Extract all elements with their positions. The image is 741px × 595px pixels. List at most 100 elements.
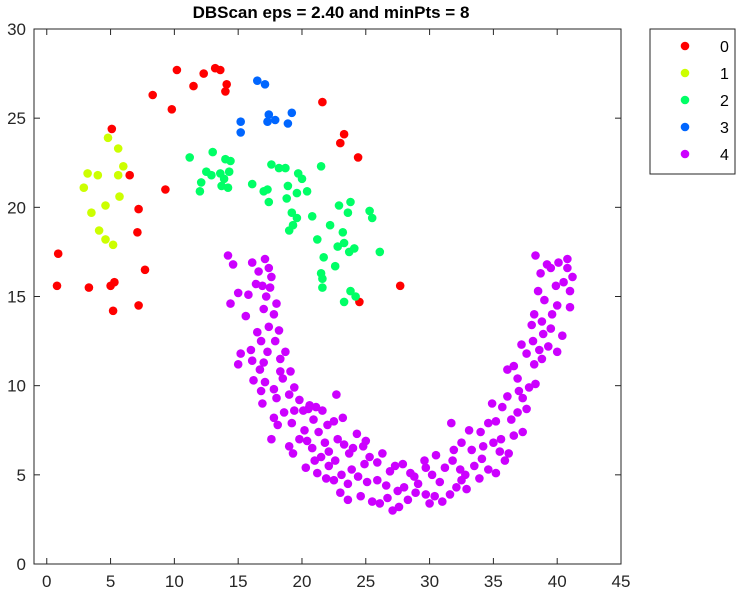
data-point xyxy=(324,461,334,471)
data-point xyxy=(339,297,349,307)
data-point xyxy=(498,402,507,412)
data-point xyxy=(286,367,295,376)
data-point xyxy=(103,133,113,143)
data-point xyxy=(452,483,461,492)
data-point xyxy=(547,310,557,319)
data-point xyxy=(440,463,450,473)
data-point xyxy=(563,263,572,273)
data-point xyxy=(323,420,332,430)
data-point xyxy=(343,208,353,217)
data-point xyxy=(425,499,434,508)
data-point xyxy=(189,81,198,91)
data-point xyxy=(79,183,89,192)
data-point xyxy=(269,384,279,394)
x-tick-label: 45 xyxy=(612,572,631,591)
data-point xyxy=(330,456,340,465)
data-point xyxy=(313,235,322,244)
data-point xyxy=(449,445,459,455)
data-point xyxy=(484,465,493,474)
data-point xyxy=(274,326,284,335)
data-point xyxy=(455,465,465,474)
data-point xyxy=(264,322,274,332)
data-point xyxy=(270,115,280,125)
data-point xyxy=(339,440,349,449)
y-tick-label: 15 xyxy=(7,288,26,307)
data-point xyxy=(319,252,329,262)
data-point xyxy=(276,354,285,364)
data-point xyxy=(295,395,304,405)
data-point xyxy=(333,434,343,444)
data-point xyxy=(496,434,506,444)
data-point xyxy=(513,374,522,383)
legend-marker xyxy=(680,95,690,105)
x-tick-label: 40 xyxy=(548,572,567,591)
data-point xyxy=(282,194,292,203)
data-point xyxy=(219,174,229,184)
data-point xyxy=(284,442,294,451)
data-point xyxy=(353,472,363,481)
data-point xyxy=(259,187,269,196)
series-3 xyxy=(236,76,297,137)
data-point xyxy=(269,310,279,319)
data-point xyxy=(246,345,256,355)
data-point xyxy=(125,170,134,180)
data-point xyxy=(347,465,357,474)
data-point xyxy=(343,495,353,505)
data-point xyxy=(338,413,348,423)
data-point xyxy=(260,80,270,89)
data-point xyxy=(462,484,471,494)
data-point xyxy=(339,238,349,248)
plot-background xyxy=(34,29,621,564)
data-point xyxy=(491,468,501,478)
data-point xyxy=(318,274,327,284)
data-point xyxy=(106,281,115,291)
x-tick-label: 25 xyxy=(356,572,375,591)
data-point xyxy=(495,447,505,456)
data-point xyxy=(228,260,238,269)
data-point xyxy=(301,463,311,473)
data-point xyxy=(307,443,317,453)
data-point xyxy=(467,445,477,455)
data-point xyxy=(261,292,271,301)
data-point xyxy=(332,390,341,399)
data-point xyxy=(552,301,562,310)
data-point xyxy=(427,470,437,480)
data-point xyxy=(360,459,369,469)
legend-label: 2 xyxy=(720,93,729,110)
data-point xyxy=(101,201,110,210)
data-point xyxy=(350,244,359,253)
data-point xyxy=(352,429,362,439)
data-point xyxy=(295,434,304,444)
data-point xyxy=(361,436,371,446)
legend-label: 0 xyxy=(720,39,729,56)
data-point xyxy=(247,258,257,267)
data-point xyxy=(199,69,208,78)
x-tick-label: 5 xyxy=(106,572,115,591)
data-point xyxy=(309,415,318,424)
data-point xyxy=(107,124,117,134)
data-point xyxy=(288,220,298,230)
data-point xyxy=(365,206,374,216)
data-point xyxy=(491,417,501,426)
data-point xyxy=(140,265,150,275)
data-point xyxy=(421,490,431,499)
data-point xyxy=(537,354,547,364)
y-tick-label: 5 xyxy=(17,466,26,485)
data-point xyxy=(388,506,397,515)
data-point xyxy=(447,418,456,428)
data-point xyxy=(302,187,312,196)
data-point xyxy=(119,162,128,171)
data-point xyxy=(325,220,335,230)
data-point xyxy=(292,188,302,198)
data-point xyxy=(283,119,293,128)
data-point xyxy=(318,283,327,292)
data-point xyxy=(292,213,302,223)
y-tick-label: 30 xyxy=(7,20,26,39)
data-point xyxy=(300,426,309,435)
data-point xyxy=(161,185,170,194)
data-point xyxy=(346,286,355,296)
data-points xyxy=(52,63,577,515)
data-point xyxy=(264,263,274,273)
data-point xyxy=(531,379,540,389)
data-point xyxy=(297,174,307,184)
